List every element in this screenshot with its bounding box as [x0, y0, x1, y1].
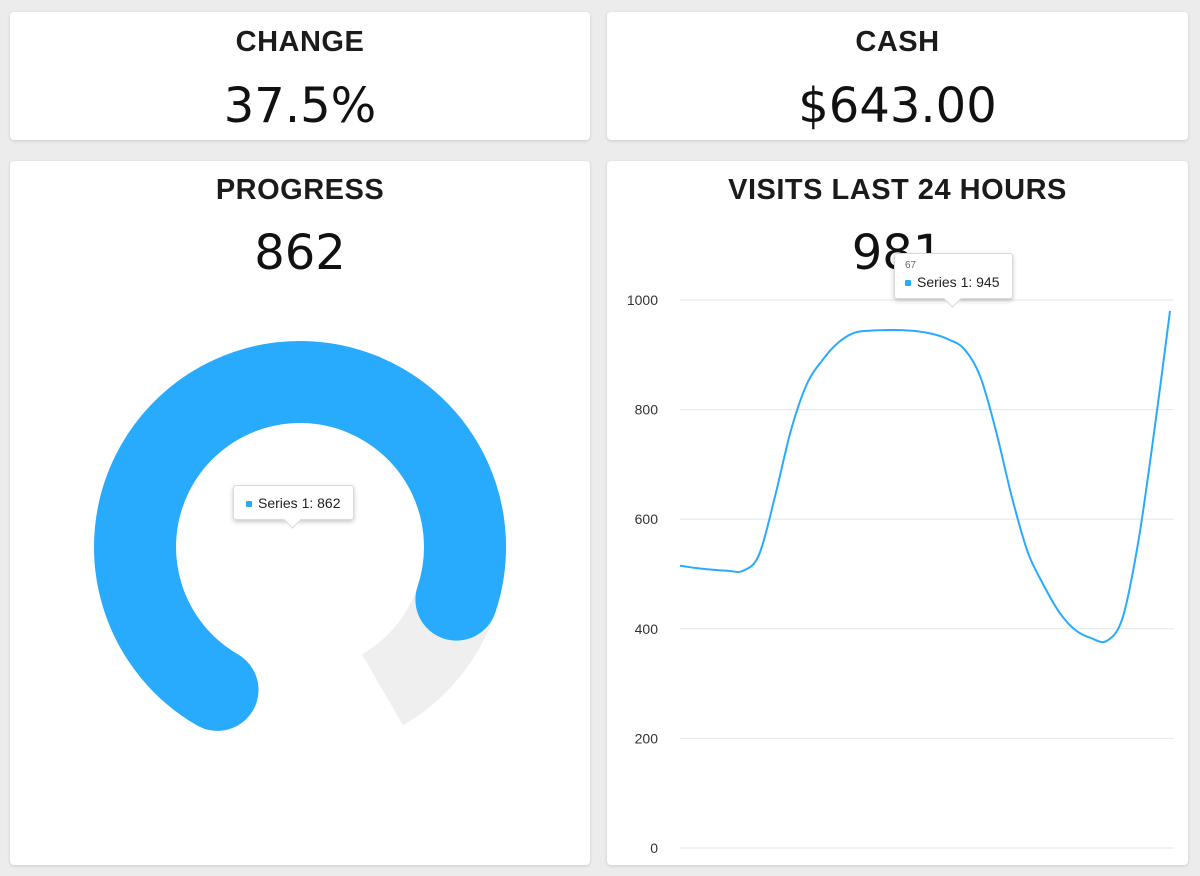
- change-value: 37.5%: [223, 78, 377, 134]
- visits-title: VISITS LAST 24 HOURS: [728, 174, 1067, 206]
- y-tick-label: 0: [650, 840, 658, 856]
- series-color-marker: [905, 280, 911, 287]
- progress-tooltip: Series 1: 862: [233, 485, 354, 520]
- cash-title: CASH: [855, 26, 940, 58]
- progress-gauge-chart[interactable]: [10, 161, 590, 865]
- series-1-line[interactable]: [679, 310, 1171, 644]
- visits-card: VISITS LAST 24 HOURS 981 020040060080010…: [607, 161, 1188, 865]
- y-tick-label: 1000: [627, 292, 658, 308]
- progress-value: 862: [254, 225, 346, 281]
- series-color-marker: [246, 501, 252, 508]
- y-tick-label: 600: [635, 511, 659, 527]
- y-tick-label: 400: [635, 621, 659, 637]
- visits-line-chart[interactable]: 0 200 400 600 800 1000: [607, 161, 1188, 865]
- change-card: CHANGE 37.5%: [10, 12, 590, 140]
- visits-tooltip-label: Series 1: 945: [917, 274, 1000, 290]
- change-title: CHANGE: [235, 26, 365, 58]
- y-tick-label: 800: [635, 402, 659, 418]
- y-axis-ticks: 0 200 400 600 800 1000: [627, 292, 658, 856]
- progress-card: PROGRESS 862 Series 1: 862: [10, 161, 590, 865]
- visits-tooltip-header: 67: [905, 260, 917, 271]
- progress-tooltip-label: Series 1: 862: [258, 495, 341, 511]
- visits-tooltip: 67 Series 1: 945: [894, 253, 1013, 299]
- cash-card: CASH $643.00: [607, 12, 1188, 140]
- progress-title: PROGRESS: [215, 174, 385, 206]
- y-tick-label: 200: [635, 730, 659, 746]
- cash-value: $643.00: [798, 78, 997, 134]
- gauge-value-arc[interactable]: [94, 341, 506, 731]
- chart-gridlines: [680, 299, 1174, 849]
